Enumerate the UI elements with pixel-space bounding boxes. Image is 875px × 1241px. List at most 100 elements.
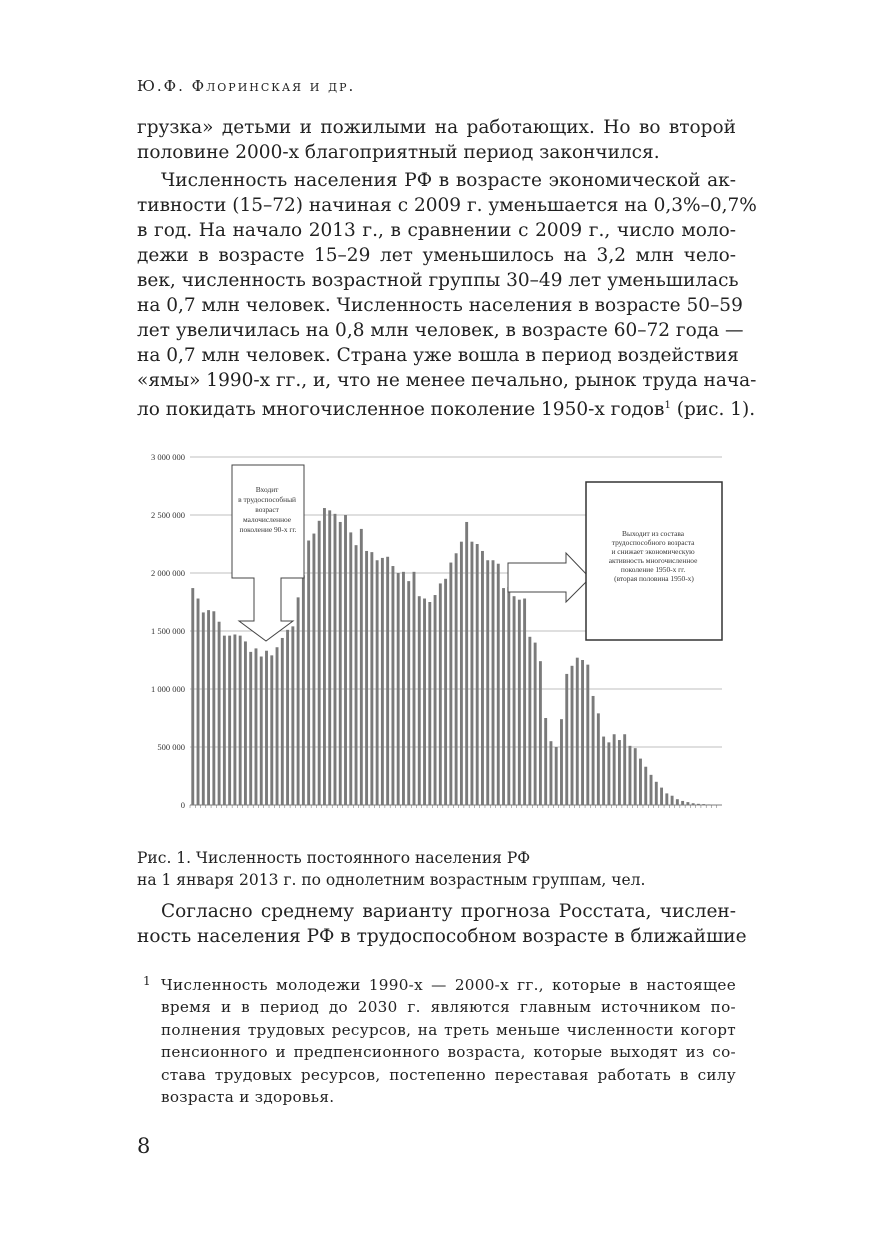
footnote-line: полнения трудовых ресурсов, на треть мен…	[161, 1021, 736, 1039]
callout-right-box	[585, 481, 723, 641]
bar	[238, 635, 242, 805]
bar	[554, 747, 558, 805]
bar	[596, 713, 600, 805]
bar	[459, 541, 463, 805]
text-line: на 0,7 млн человек. Численность населени…	[137, 295, 743, 316]
callout-right-text: Выходит из состава трудоспособного возра…	[609, 529, 699, 583]
bar	[275, 647, 279, 805]
bar	[665, 793, 669, 805]
bar	[702, 804, 706, 805]
bar	[602, 736, 606, 805]
bar	[428, 602, 432, 805]
bar	[686, 802, 690, 805]
footnote-line: става трудовых ресурсов, постепенно пере…	[161, 1066, 736, 1084]
bar	[470, 541, 474, 805]
bar	[217, 621, 221, 805]
bar	[691, 803, 695, 805]
text-line: ность населения РФ в трудоспособном возр…	[137, 926, 747, 947]
bar	[481, 550, 484, 805]
y-axis-labels: 0 500 000 1 000 000 1 500 000 2 000 000 2 500…	[151, 452, 185, 810]
text-span: ло покидать многочисленное поколение 195…	[137, 399, 665, 421]
bar	[570, 665, 574, 805]
callout-line: в трудоспособный	[238, 495, 296, 504]
bar	[696, 803, 700, 805]
bar	[333, 513, 337, 805]
y-tick-label: 1 500 000	[151, 626, 185, 636]
bar	[575, 657, 579, 805]
bar	[639, 758, 642, 805]
callout-line: поколение 1950-х гг.	[621, 565, 685, 574]
bar	[544, 718, 548, 805]
text-line: Согласно среднему варианту прогноза Росс…	[161, 901, 736, 922]
bar	[549, 741, 553, 805]
bar	[191, 588, 195, 805]
bar	[617, 740, 621, 805]
bar	[417, 596, 421, 805]
footnote-line: возраста и здоровья.	[161, 1088, 335, 1106]
bar	[675, 799, 679, 805]
bar	[444, 578, 448, 805]
bar	[359, 528, 363, 805]
bar	[475, 544, 479, 805]
footnote-ref[interactable]: 1	[664, 400, 671, 411]
bar	[259, 656, 263, 805]
bar	[407, 581, 411, 805]
bar	[380, 557, 384, 805]
callout-line: возраст	[255, 505, 279, 514]
y-tick-label: 3 000 000	[151, 452, 185, 462]
callout-line: Входит	[256, 485, 279, 494]
bar	[312, 533, 316, 805]
text-line: дежи в возрасте 15–29 лет уменьшилось на…	[137, 245, 736, 266]
footnote-line: время и в период до 2030 г. являются гла…	[161, 998, 736, 1016]
bar	[391, 566, 395, 805]
bar	[354, 545, 358, 805]
y-tick-label: 2 000 000	[151, 568, 185, 578]
bar	[517, 599, 521, 805]
text-line: половине 2000-х благоприятный период зак…	[137, 142, 660, 163]
text-line: «ямы» 1990-х гг., и, что не менее печаль…	[137, 370, 757, 391]
bar	[386, 556, 390, 805]
bar	[628, 745, 632, 805]
bar	[338, 521, 342, 805]
bar	[328, 510, 332, 805]
text-line: грузка» детьми и пожилыми на работающих.…	[137, 117, 736, 138]
bar	[233, 634, 237, 805]
bar	[533, 642, 537, 805]
bar	[623, 734, 627, 805]
bar	[454, 553, 458, 805]
bar	[612, 734, 616, 805]
bar	[433, 595, 437, 805]
text-span: (рис. 1).	[670, 399, 756, 421]
text-line: лет увеличилась на 0,8 млн человек, в во…	[137, 320, 744, 341]
bar	[254, 648, 258, 805]
down-arrow-callout	[231, 464, 305, 642]
text-line: тивности (15–72) начиная с 2009 г. умень…	[137, 195, 757, 216]
callout-line: активность многочисленное	[609, 556, 698, 565]
bar	[449, 562, 453, 805]
bar	[344, 515, 347, 805]
y-tick-label: 0	[181, 800, 185, 810]
bar	[644, 766, 648, 805]
callout-left-text: Входит в трудоспособный возраст малочисл…	[238, 485, 298, 534]
bar	[296, 597, 300, 805]
bar	[249, 651, 253, 805]
y-tick-label: 1 000 000	[151, 684, 185, 694]
bar	[491, 560, 495, 805]
callout-line: и снижает экономическую	[612, 547, 696, 556]
callout-line: трудоспособного возраста	[612, 538, 695, 547]
bar	[438, 583, 442, 805]
callout-line: (вторая половина 1950-х)	[614, 574, 694, 583]
bar	[286, 629, 290, 805]
bar	[291, 626, 295, 805]
bar	[365, 550, 369, 805]
text-line: век, численность возрастной группы 30–49…	[137, 270, 739, 291]
bar	[323, 508, 326, 805]
callout-line: Выходит из состава	[622, 529, 685, 538]
population-bar-chart: 0 500 000 1 000 000 1 500 000 2 000 000 2 500…	[151, 452, 723, 810]
bar	[633, 748, 637, 805]
page-number: 8	[137, 1134, 151, 1158]
bar	[649, 774, 653, 805]
bar	[523, 598, 527, 805]
bar	[396, 573, 400, 805]
bar	[528, 636, 532, 805]
